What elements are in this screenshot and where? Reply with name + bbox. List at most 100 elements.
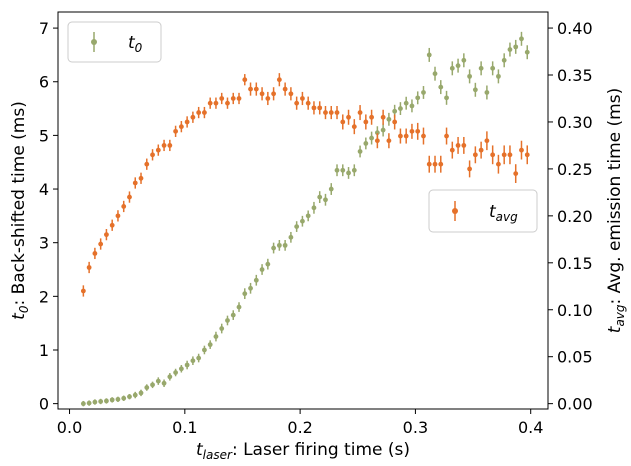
data-point <box>161 379 167 388</box>
marker <box>225 318 230 323</box>
data-point <box>271 87 276 101</box>
marker <box>369 114 374 120</box>
marker <box>484 138 490 144</box>
data-point <box>490 61 496 76</box>
bottom-axis-ticks: 0.0 0.1 0.2 0.3 0.4 <box>57 409 543 437</box>
legends: t0 tavg <box>67 21 538 233</box>
data-point <box>426 47 432 62</box>
marker <box>478 147 484 153</box>
marker <box>415 128 421 134</box>
data-point <box>357 105 363 121</box>
data-point <box>461 53 467 68</box>
data-point <box>109 219 115 231</box>
series-layer <box>80 31 530 407</box>
marker <box>323 197 328 203</box>
data-point <box>167 373 173 381</box>
data-point <box>346 167 351 179</box>
data-point <box>282 240 288 251</box>
left-tick-label: 3 <box>39 234 49 253</box>
marker <box>363 141 369 146</box>
legend-box <box>67 21 162 63</box>
data-point <box>98 398 104 405</box>
right-tick-label: 0.35 <box>557 66 593 85</box>
data-point <box>253 82 259 96</box>
marker <box>484 90 490 95</box>
marker <box>328 186 334 192</box>
data-point <box>196 353 202 363</box>
marker <box>184 119 190 125</box>
data-point <box>92 247 98 260</box>
data-point <box>409 123 415 139</box>
legend-marker <box>452 208 458 214</box>
marker <box>513 171 519 176</box>
marker <box>271 245 276 251</box>
data-point <box>178 365 184 373</box>
marker <box>455 143 461 148</box>
marker <box>288 91 294 97</box>
data-point <box>380 109 386 125</box>
bottom-tick-label: 0.1 <box>172 418 197 437</box>
data-point <box>409 99 415 113</box>
data-point <box>317 191 323 203</box>
marker <box>92 251 98 256</box>
marker <box>127 194 132 200</box>
marker <box>380 114 386 120</box>
marker <box>86 400 92 406</box>
marker <box>340 167 346 173</box>
data-point <box>248 82 253 96</box>
marker <box>490 152 496 158</box>
marker <box>253 277 259 283</box>
marker <box>230 312 236 318</box>
marker <box>438 84 444 90</box>
data-point <box>398 128 403 144</box>
data-point <box>311 101 317 115</box>
data-point <box>357 145 363 158</box>
data-point <box>472 82 478 97</box>
marker <box>173 128 179 134</box>
marker <box>432 161 438 167</box>
left-tick-label: 0 <box>39 395 49 414</box>
marker <box>403 100 409 106</box>
marker <box>230 96 236 101</box>
data-point <box>138 172 144 184</box>
data-point <box>294 221 300 232</box>
legend-label: t0 <box>128 33 143 55</box>
data-point <box>438 80 444 95</box>
marker <box>282 242 288 248</box>
marker <box>374 130 380 136</box>
data-point <box>253 274 259 286</box>
data-point <box>184 360 190 370</box>
marker <box>317 194 323 200</box>
marker <box>213 334 219 339</box>
data-point <box>496 154 501 174</box>
left-tick-label: 4 <box>39 180 49 199</box>
data-point <box>86 261 92 274</box>
marker <box>432 71 438 77</box>
marker <box>363 119 369 125</box>
data-point <box>490 145 496 165</box>
marker <box>213 100 219 106</box>
marker <box>98 241 104 247</box>
right-tick-label: 0.25 <box>557 160 593 179</box>
data-point <box>507 145 513 165</box>
marker <box>426 161 432 167</box>
data-point <box>86 400 92 406</box>
marker <box>334 167 340 173</box>
marker <box>115 213 121 219</box>
data-point <box>213 97 219 109</box>
marker <box>236 96 242 101</box>
data-point <box>484 85 490 100</box>
data-point <box>496 69 501 84</box>
data-point <box>127 191 132 203</box>
marker <box>496 73 501 79</box>
data-point <box>242 74 248 86</box>
data-point <box>467 160 472 178</box>
data-point <box>403 96 409 110</box>
marker <box>438 161 444 167</box>
data-point <box>248 282 253 294</box>
left-tick-label: 6 <box>39 73 49 92</box>
marker <box>127 394 132 400</box>
data-point <box>386 112 392 126</box>
data-point <box>225 97 230 109</box>
data-point <box>501 145 507 165</box>
